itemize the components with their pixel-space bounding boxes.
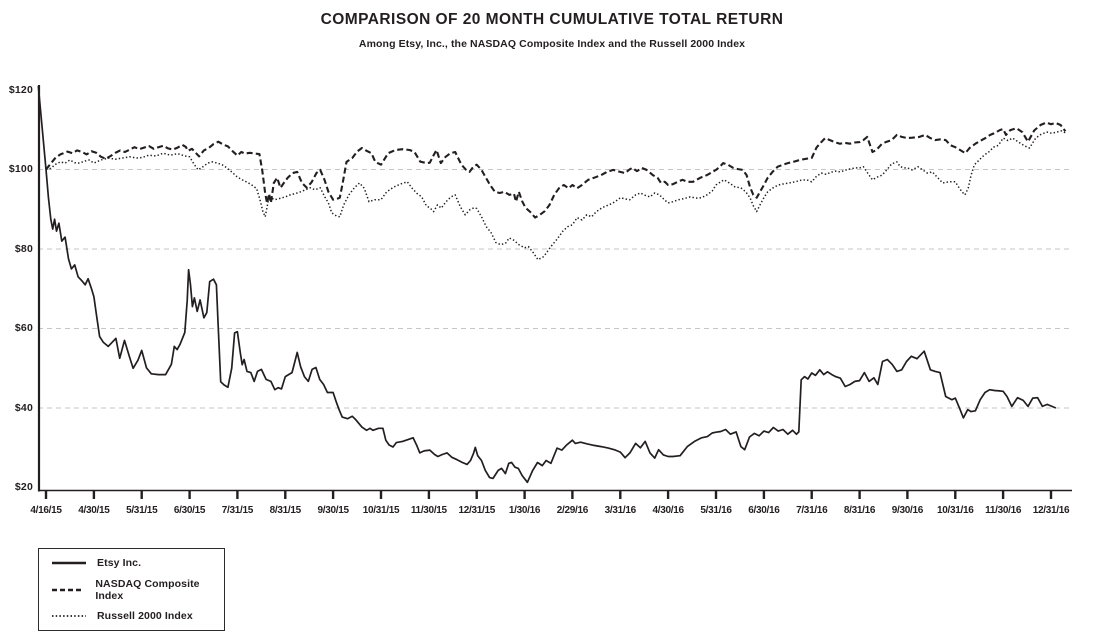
legend-line-sample-solid bbox=[52, 562, 86, 565]
x-tick-label: 3/31/16 bbox=[604, 505, 637, 516]
x-tick-label: 1/30/16 bbox=[508, 505, 541, 516]
legend-label: Russell 2000 Index bbox=[97, 609, 193, 622]
y-tick-label: $120 bbox=[8, 83, 33, 96]
x-tick-label: 7/31/16 bbox=[796, 505, 828, 516]
legend-item: NASDAQ Composite Index bbox=[52, 578, 224, 602]
x-tick-label: 5/31/16 bbox=[700, 505, 732, 516]
y-tick-label: $60 bbox=[14, 322, 33, 334]
y-tick-label: $20 bbox=[14, 481, 33, 493]
x-tick-label: 8/31/16 bbox=[843, 505, 876, 516]
legend: Etsy Inc. NASDAQ Composite Index Russell 2… bbox=[38, 548, 225, 631]
x-tick-label: 10/31/15 bbox=[362, 505, 400, 516]
x-tick-label: 4/30/16 bbox=[652, 505, 685, 516]
legend-label: NASDAQ Composite Index bbox=[95, 577, 200, 602]
y-tick-label: $80 bbox=[14, 242, 33, 255]
legend-line-sample-dashed bbox=[52, 588, 85, 591]
chart-title: COMPARISON OF 20 MONTH CUMULATIVE TOTAL … bbox=[320, 11, 784, 28]
legend-item: Etsy Inc. bbox=[52, 557, 224, 569]
x-tick-label: 9/30/16 bbox=[891, 505, 924, 516]
legend-label: Etsy Inc. bbox=[97, 557, 142, 570]
series-line-dotted bbox=[45, 130, 1066, 261]
x-tick-label: 4/30/15 bbox=[78, 505, 110, 516]
x-tick-label: 8/31/15 bbox=[269, 505, 302, 516]
y-tick-label: $40 bbox=[14, 401, 33, 414]
x-tick-label: 11/30/15 bbox=[410, 505, 447, 516]
x-tick-label: 10/31/16 bbox=[937, 505, 974, 516]
x-tick-label: 4/16/15 bbox=[30, 505, 62, 516]
y-tick-label: $100 bbox=[8, 163, 33, 175]
x-tick-label: 12/31/15 bbox=[458, 505, 495, 516]
x-tick-label: 11/30/16 bbox=[985, 505, 1022, 516]
x-tick-label: 2/29/16 bbox=[556, 505, 589, 516]
legend-item: Russell 2000 Index bbox=[52, 610, 224, 622]
x-tick-label: 9/30/15 bbox=[317, 505, 350, 516]
x-tick-label: 12/31/16 bbox=[1032, 505, 1070, 516]
x-tick-label: 6/30/16 bbox=[748, 505, 780, 516]
x-tick-label: 7/31/15 bbox=[221, 505, 254, 516]
chart-subtitle: Among Etsy, Inc., the NASDAQ Composite I… bbox=[358, 38, 746, 50]
series-line-dashed bbox=[45, 121, 1067, 219]
legend-line-sample-dotted bbox=[52, 614, 86, 617]
series-line-solid bbox=[37, 85, 1057, 484]
x-tick-label: 5/31/15 bbox=[126, 505, 158, 516]
x-tick-label: 6/30/15 bbox=[173, 505, 206, 516]
